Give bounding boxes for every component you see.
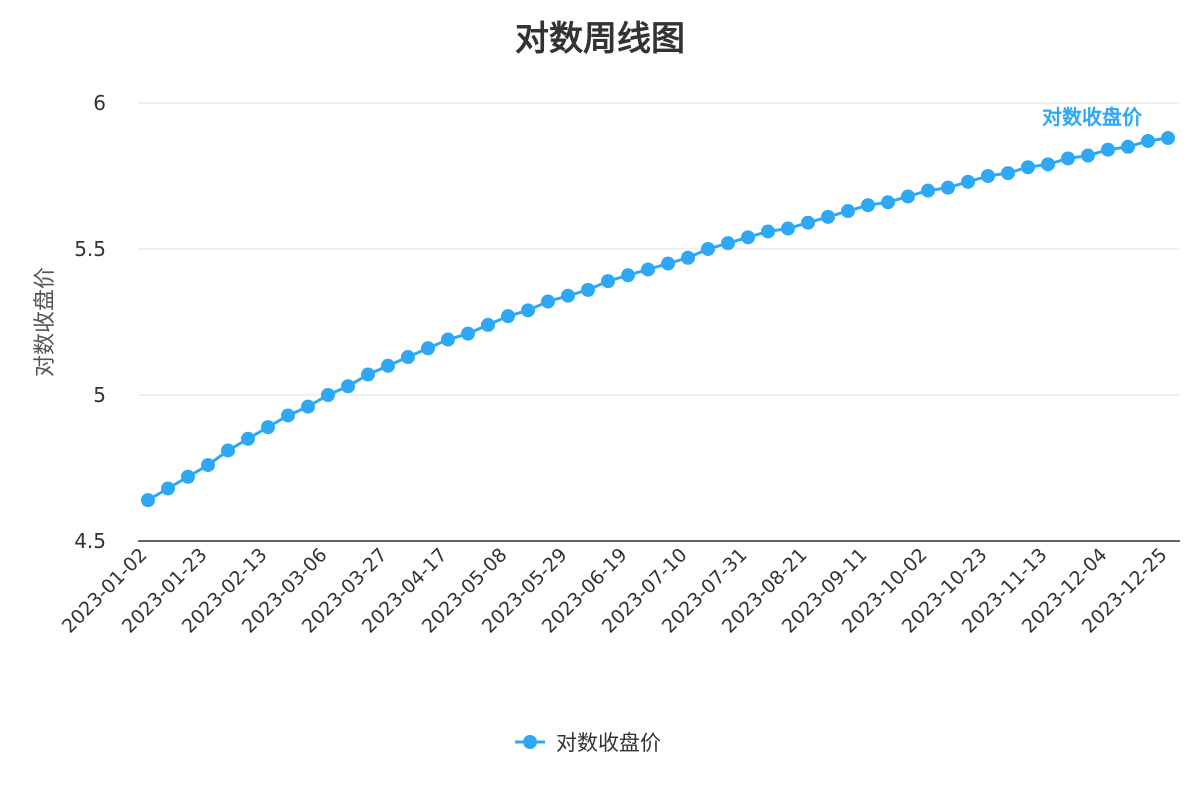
data-point[interactable] (201, 458, 215, 473)
data-point[interactable] (661, 256, 675, 271)
data-point[interactable] (981, 169, 995, 183)
chart-title: 对数周线图 (515, 19, 685, 59)
data-point[interactable] (1141, 133, 1155, 148)
data-point[interactable] (781, 221, 795, 236)
data-point[interactable] (1041, 157, 1055, 172)
data-point[interactable] (1081, 148, 1095, 163)
data-point[interactable] (261, 420, 275, 435)
data-point[interactable] (141, 493, 155, 508)
y-axis-ticks: 4.5 5 5.5 6 (74, 91, 106, 553)
y-tick-label: 5 (93, 383, 106, 407)
data-point[interactable] (861, 198, 875, 213)
data-point[interactable] (441, 332, 455, 347)
data-point[interactable] (301, 399, 315, 414)
data-point[interactable] (461, 326, 475, 341)
y-tick-label: 6 (93, 91, 106, 115)
data-point[interactable] (401, 350, 415, 365)
data-point[interactable] (281, 408, 295, 423)
data-point[interactable] (1121, 139, 1135, 154)
legend-marker-dot (523, 735, 537, 749)
data-point[interactable] (1161, 131, 1175, 146)
data-point[interactable] (1061, 151, 1075, 166)
y-axis-label: 对数收盘价 (33, 267, 58, 377)
data-point[interactable] (241, 431, 255, 446)
y-tick-label: 4.5 (74, 529, 106, 553)
data-point[interactable] (481, 317, 495, 332)
data-point[interactable] (881, 195, 895, 210)
data-point[interactable] (901, 189, 915, 204)
data-point[interactable] (941, 180, 955, 195)
data-point[interactable] (321, 388, 335, 402)
data-point[interactable] (621, 268, 635, 283)
legend-label: 对数收盘价 (556, 731, 661, 755)
data-point[interactable] (701, 242, 715, 256)
data-point[interactable] (521, 303, 535, 318)
data-point[interactable] (841, 204, 855, 219)
series-end-label: 对数收盘价 (1042, 105, 1143, 129)
data-point[interactable] (1021, 160, 1035, 175)
data-point[interactable] (821, 209, 835, 224)
data-point[interactable] (361, 367, 375, 382)
data-point[interactable] (741, 230, 755, 245)
data-point[interactable] (961, 174, 975, 189)
data-point[interactable] (581, 282, 595, 297)
data-point[interactable] (161, 481, 175, 496)
legend[interactable]: 对数收盘价 (515, 731, 661, 755)
data-point[interactable] (601, 274, 615, 289)
data-point[interactable] (801, 215, 815, 230)
data-point[interactable] (541, 294, 555, 309)
data-point[interactable] (221, 443, 235, 458)
data-point[interactable] (761, 224, 775, 239)
data-point[interactable] (921, 183, 935, 198)
data-point[interactable] (721, 236, 735, 251)
data-point[interactable] (421, 341, 435, 356)
data-point[interactable] (1001, 166, 1015, 181)
y-tick-label: 5.5 (74, 237, 106, 261)
x-axis-ticks: 2023-01-022023-01-232023-02-132023-03-06… (58, 544, 1172, 638)
data-point[interactable] (681, 250, 695, 265)
series-points (141, 131, 1175, 508)
data-point[interactable] (1101, 142, 1115, 157)
series-line (147, 136, 1169, 502)
grid-lines (138, 102, 1180, 396)
data-point[interactable] (641, 262, 655, 277)
data-point[interactable] (341, 379, 355, 394)
data-point[interactable] (181, 469, 195, 484)
data-point[interactable] (561, 288, 575, 303)
data-point[interactable] (501, 309, 515, 324)
data-point[interactable] (381, 358, 395, 373)
